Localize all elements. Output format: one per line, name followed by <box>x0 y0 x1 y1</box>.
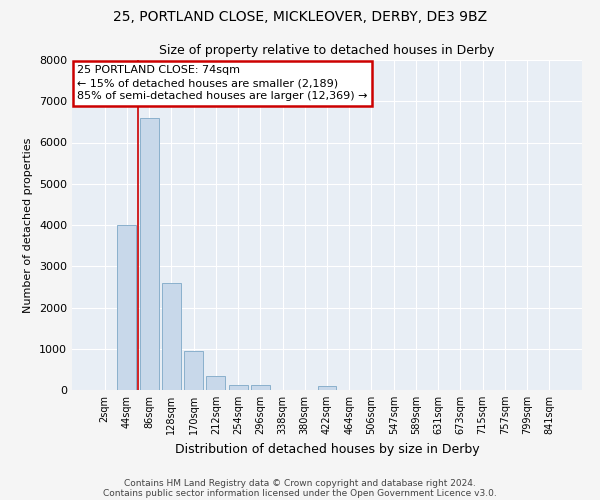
Text: 25 PORTLAND CLOSE: 74sqm
← 15% of detached houses are smaller (2,189)
85% of sem: 25 PORTLAND CLOSE: 74sqm ← 15% of detach… <box>77 65 368 102</box>
Text: 25, PORTLAND CLOSE, MICKLEOVER, DERBY, DE3 9BZ: 25, PORTLAND CLOSE, MICKLEOVER, DERBY, D… <box>113 10 487 24</box>
Bar <box>118 225 136 390</box>
Text: Contains HM Land Registry data © Crown copyright and database right 2024.: Contains HM Land Registry data © Crown c… <box>124 478 476 488</box>
Bar <box>184 351 203 390</box>
X-axis label: Distribution of detached houses by size in Derby: Distribution of detached houses by size … <box>175 442 479 456</box>
Bar <box>162 283 181 390</box>
Bar <box>229 385 248 390</box>
Bar <box>140 118 158 390</box>
Y-axis label: Number of detached properties: Number of detached properties <box>23 138 34 312</box>
Title: Size of property relative to detached houses in Derby: Size of property relative to detached ho… <box>160 44 494 58</box>
Text: Contains public sector information licensed under the Open Government Licence v3: Contains public sector information licen… <box>103 488 497 498</box>
Bar <box>206 376 225 390</box>
Bar <box>317 386 337 390</box>
Bar <box>251 385 270 390</box>
